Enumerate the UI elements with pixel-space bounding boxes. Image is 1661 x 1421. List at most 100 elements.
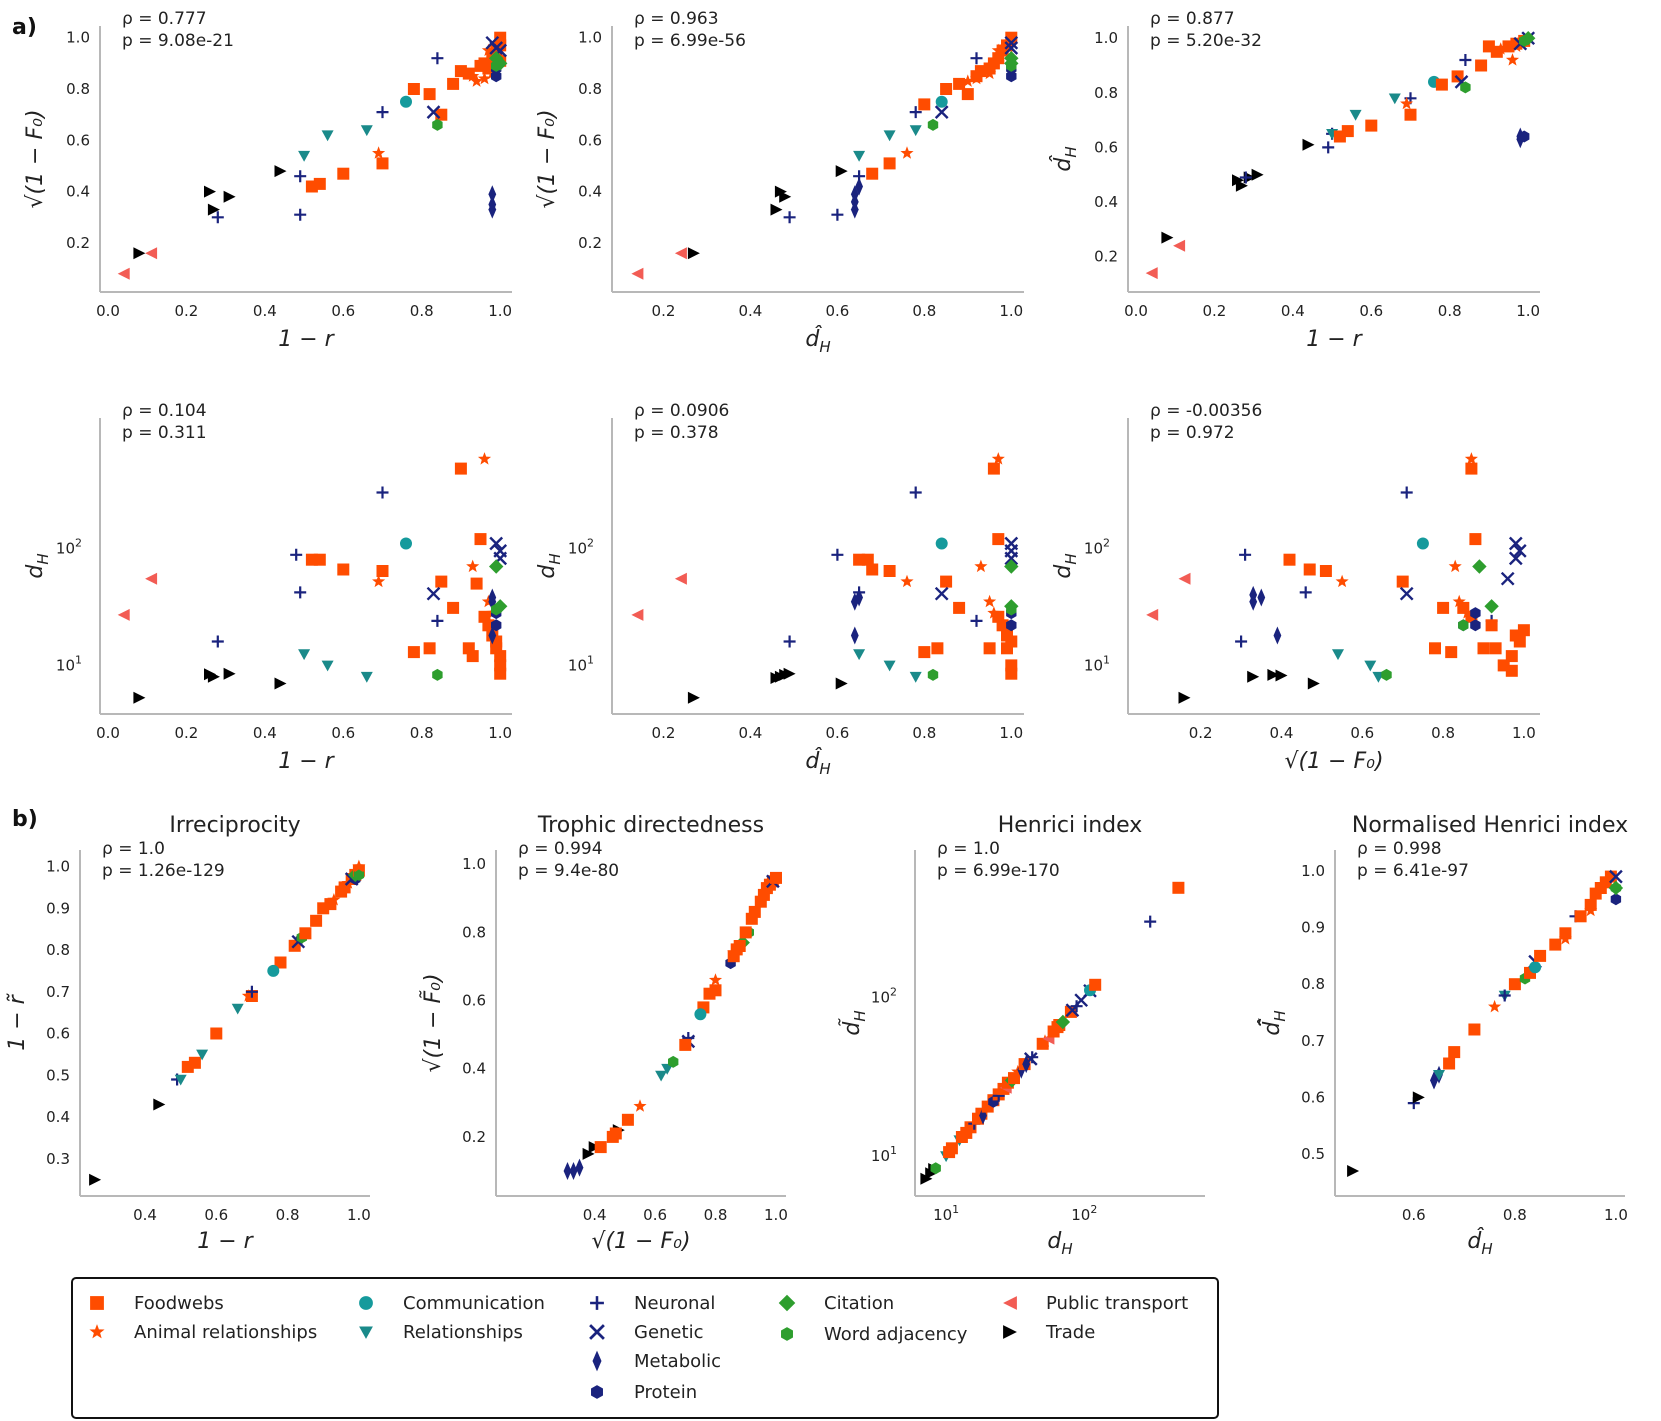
- point-word: [668, 1055, 679, 1068]
- p-value-label: p = 0.972: [1150, 423, 1235, 443]
- y-tick-label: 0.9: [46, 899, 70, 917]
- legend-box: [71, 1277, 1219, 1419]
- point-word: [1006, 603, 1017, 616]
- point-metabolic: [850, 185, 859, 204]
- point-citation: [1472, 559, 1487, 574]
- point-metabolic: [1257, 588, 1266, 607]
- y-axis-label: dH: [535, 553, 564, 578]
- legend-label-citation: Citation: [824, 1293, 894, 1314]
- point-citation: [489, 559, 504, 574]
- y-tick-label: 0.3: [46, 1150, 70, 1168]
- point-animal: [466, 559, 480, 573]
- point-foodwebs: [953, 77, 966, 90]
- x-tick-label: 1.0: [488, 724, 512, 742]
- y-tick-label: 0.4: [578, 183, 602, 201]
- point-animal: [633, 1099, 647, 1112]
- point-foodwebs: [945, 1142, 958, 1155]
- point-foodwebs: [1172, 881, 1185, 894]
- point-foodwebs: [407, 83, 420, 95]
- point-trade: [223, 190, 236, 203]
- point-foodwebs: [1513, 635, 1526, 648]
- x-tick-label: 0.6: [204, 1206, 228, 1224]
- x-tick-label: 0.4: [583, 1206, 607, 1224]
- point-foodwebs: [992, 52, 1005, 65]
- point-relationships: [231, 1003, 244, 1015]
- point-relationships: [883, 660, 896, 672]
- point-genetic: [426, 105, 441, 119]
- point-foodwebs: [709, 984, 722, 997]
- point-foodwebs: [1574, 910, 1587, 923]
- x-tick-label: 1.0: [1516, 302, 1540, 320]
- point-relationships: [1332, 649, 1344, 661]
- x-axis-label: d̂H: [805, 748, 830, 778]
- point-neuronal: [294, 208, 307, 221]
- point-neuronal: [294, 170, 307, 183]
- y-tick-label: 101: [871, 1144, 897, 1165]
- point-genetic: [426, 586, 441, 601]
- point-animal: [1400, 96, 1414, 110]
- point-neuronal: [431, 614, 444, 627]
- point-foodwebs: [423, 642, 436, 655]
- x-axis-label: 1 − r: [1306, 327, 1363, 352]
- point-genetic: [489, 536, 504, 551]
- x-tick-label: 0.8: [410, 724, 434, 742]
- point-metabolic: [488, 185, 497, 204]
- point-neuronal: [376, 486, 389, 499]
- y-tick-label: 0.8: [1301, 975, 1325, 993]
- point-foodwebs: [1303, 563, 1316, 576]
- y-tick-label: 0.4: [46, 1108, 70, 1126]
- x-tick-label: 0.2: [652, 724, 676, 742]
- point-foodwebs: [1508, 978, 1521, 991]
- point-public: [674, 572, 687, 585]
- point-foodwebs: [1435, 78, 1448, 91]
- point-trade: [783, 667, 796, 680]
- point-protein: [1470, 619, 1481, 632]
- point-relationships: [298, 649, 311, 661]
- point-public: [1146, 608, 1159, 621]
- data-points: [563, 871, 782, 1180]
- y-tick-label: 0.8: [66, 80, 90, 98]
- point-neuronal: [1498, 989, 1511, 1002]
- point-public: [631, 267, 644, 280]
- point-public: [145, 247, 158, 260]
- legend-item-foodwebs: Foodwebs: [90, 1293, 224, 1314]
- point-animal: [1452, 594, 1466, 608]
- rho-label: ρ = 1.0: [937, 839, 1000, 859]
- x-tick-label: 0.4: [133, 1206, 157, 1224]
- y-tick-label: 1.0: [1094, 29, 1118, 47]
- point-metabolic: [1430, 1071, 1438, 1090]
- y-tick-label: 101: [1084, 653, 1110, 674]
- x-tick-label: 0.2: [652, 302, 676, 320]
- point-foodwebs: [494, 650, 507, 663]
- point-relationships: [909, 125, 922, 137]
- point-animal: [1335, 574, 1349, 588]
- point-trade: [779, 190, 792, 203]
- y-tick-label: 102: [568, 536, 594, 557]
- point-trade: [1178, 691, 1191, 704]
- y-axis-label: dH: [23, 553, 52, 578]
- point-animal: [481, 594, 495, 608]
- point-animal: [466, 69, 480, 82]
- x-tick-label: 0.4: [739, 302, 763, 320]
- point-neuronal: [294, 586, 307, 599]
- y-tick-label: 1.0: [1301, 862, 1325, 880]
- point-trade: [1347, 1165, 1360, 1177]
- point-foodwebs: [1465, 462, 1478, 475]
- point-communication: [1416, 537, 1429, 550]
- point-foodwebs: [733, 940, 746, 952]
- point-communication: [935, 537, 948, 550]
- y-tick-label: 0.2: [578, 234, 602, 252]
- point-foodwebs: [861, 553, 874, 566]
- y-tick-label: 0.6: [46, 1025, 70, 1043]
- point-protein: [1006, 619, 1017, 632]
- y-axis-label: √(1 − F₀): [23, 109, 48, 208]
- point-foodwebs: [961, 88, 974, 101]
- point-animal: [900, 146, 914, 159]
- point-trade: [1251, 168, 1264, 181]
- point-word: [927, 668, 939, 681]
- point-foodwebs: [1584, 898, 1597, 911]
- x-axis-label: √(1 − F₀): [591, 1229, 690, 1254]
- x-tick-label: 0.2: [175, 302, 199, 320]
- y-tick-label: 0.5: [46, 1066, 70, 1084]
